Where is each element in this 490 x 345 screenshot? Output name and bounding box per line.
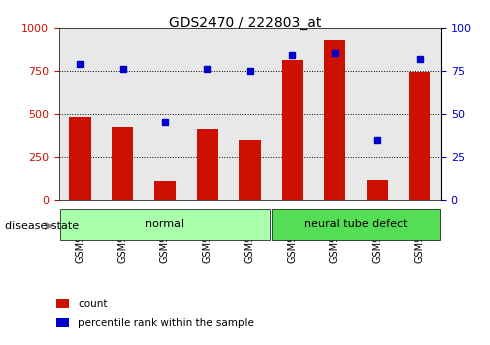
Bar [409, 71, 430, 200]
Bar [324, 40, 345, 200]
Text: count: count [78, 299, 108, 308]
Bar [239, 140, 261, 200]
Bar [197, 128, 218, 200]
FancyBboxPatch shape [272, 209, 440, 240]
Bar [367, 180, 388, 200]
Bar [154, 181, 175, 200]
Text: neural tube defect: neural tube defect [304, 219, 408, 229]
Bar [282, 60, 303, 200]
Text: normal: normal [146, 219, 185, 229]
Text: disease state: disease state [5, 221, 79, 231]
Bar [70, 117, 91, 200]
Text: GDS2470 / 222803_at: GDS2470 / 222803_at [169, 16, 321, 30]
Text: percentile rank within the sample: percentile rank within the sample [78, 318, 254, 327]
Bar [112, 127, 133, 200]
FancyBboxPatch shape [60, 209, 270, 240]
